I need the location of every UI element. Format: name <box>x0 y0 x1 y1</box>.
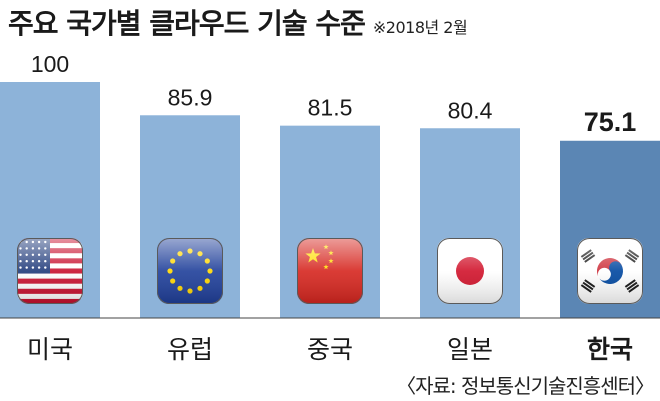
source-note: 〈자료: 정보통신기술진흥센터〉 <box>396 374 655 398</box>
eu-flag-icon <box>157 238 223 304</box>
category-label-4: 일본 <box>447 335 493 364</box>
value-label-4: 80.4 <box>448 97 493 123</box>
japan-flag-icon <box>437 238 503 304</box>
usa-flag-icon <box>17 238 83 304</box>
china-flag-icon <box>297 238 363 304</box>
value-label-1: 100 <box>31 51 69 77</box>
chart-title: 주요 국가별 클라우드 기술 수준 <box>8 7 366 40</box>
value-label-5: 75.1 <box>584 107 637 137</box>
value-label-2: 85.9 <box>168 84 213 110</box>
chart-header: 주요 국가별 클라우드 기술 수준 ※2018년 2월 <box>8 2 468 42</box>
korea-flag-icon <box>577 238 643 304</box>
date-note: ※2018년 2월 <box>372 18 468 37</box>
category-label-3: 중국 <box>307 335 353 364</box>
category-label-1: 미국 <box>27 335 73 364</box>
category-label-2: 유럽 <box>167 335 213 364</box>
category-label-5: 한국 <box>587 335 633 364</box>
value-label-3: 81.5 <box>308 95 353 121</box>
